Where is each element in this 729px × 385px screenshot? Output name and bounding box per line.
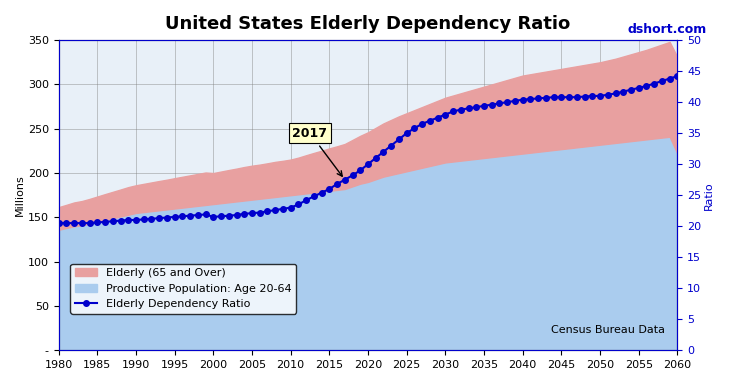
Title: United States Elderly Dependency Ratio: United States Elderly Dependency Ratio <box>165 15 571 33</box>
Text: Census Bureau Data: Census Bureau Data <box>551 325 665 335</box>
Text: 2017: 2017 <box>292 127 342 176</box>
Y-axis label: Ratio: Ratio <box>704 181 714 209</box>
Text: dshort.com: dshort.com <box>628 23 707 36</box>
Legend: Elderly (65 and Over), Productive Population: Age 20-64, Elderly Dependency Rati: Elderly (65 and Over), Productive Popula… <box>71 264 296 314</box>
Y-axis label: Millions: Millions <box>15 174 25 216</box>
